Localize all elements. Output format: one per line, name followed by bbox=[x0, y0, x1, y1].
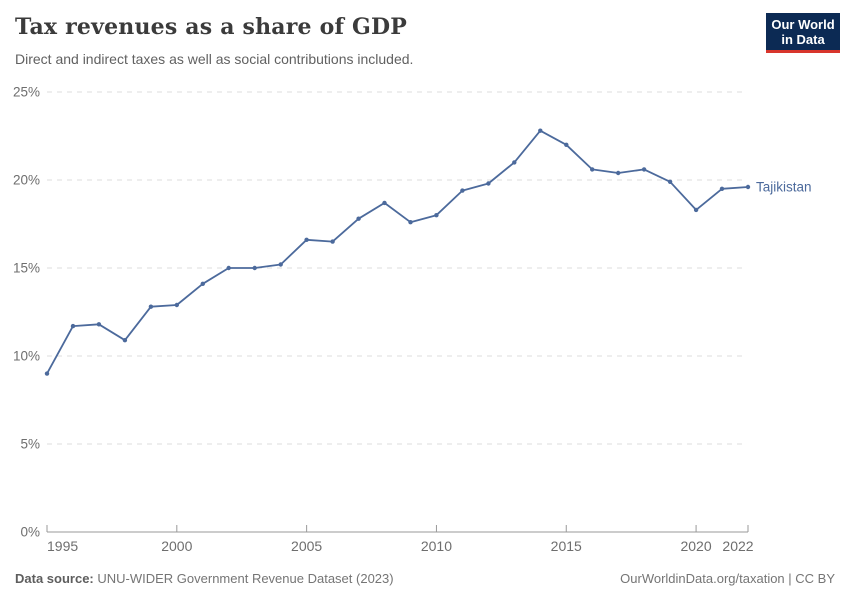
data-point[interactable] bbox=[70, 323, 76, 329]
data-point[interactable] bbox=[44, 371, 50, 376]
data-point[interactable] bbox=[174, 302, 179, 308]
x-axis-label: 2015 bbox=[551, 538, 582, 554]
data-source-label: Data source: bbox=[15, 571, 94, 586]
data-point[interactable] bbox=[564, 142, 569, 147]
data-point[interactable] bbox=[226, 265, 231, 271]
chart-footer: Data source: UNU-WIDER Government Revenu… bbox=[15, 571, 835, 586]
x-axis-label: 2005 bbox=[291, 538, 322, 554]
y-axis-label: 25% bbox=[13, 85, 40, 100]
data-point[interactable] bbox=[200, 281, 205, 286]
owid-logo[interactable]: Our World in Data bbox=[766, 13, 840, 53]
entity-label: Tajikistan bbox=[756, 180, 812, 195]
data-point[interactable] bbox=[616, 170, 621, 176]
x-axis-label: 2022 bbox=[722, 538, 753, 554]
data-point[interactable] bbox=[719, 186, 725, 191]
x-axis-label: 2000 bbox=[161, 538, 192, 554]
data-point[interactable] bbox=[745, 184, 751, 190]
chart-subtitle: Direct and indirect taxes as well as soc… bbox=[15, 51, 414, 67]
data-point[interactable] bbox=[278, 262, 283, 267]
y-axis-label: 10% bbox=[13, 349, 40, 364]
data-point[interactable] bbox=[122, 338, 128, 343]
data-point[interactable] bbox=[590, 167, 595, 172]
page-title: Tax revenues as a share of GDP bbox=[15, 14, 407, 40]
data-point[interactable] bbox=[304, 237, 309, 242]
data-point[interactable] bbox=[408, 220, 413, 225]
data-point[interactable] bbox=[356, 216, 361, 221]
data-point[interactable] bbox=[460, 188, 465, 193]
data-point[interactable] bbox=[148, 304, 154, 309]
y-axis-label: 15% bbox=[13, 261, 40, 276]
y-axis-label: 0% bbox=[20, 525, 40, 540]
y-axis-label: 20% bbox=[13, 173, 40, 188]
footer-link[interactable]: OurWorldinData.org/taxation | CC BY bbox=[620, 571, 835, 586]
data-line[interactable] bbox=[46, 129, 749, 375]
x-axis-label: 2010 bbox=[421, 538, 452, 554]
owid-logo-line1: Our World bbox=[771, 17, 835, 32]
data-point[interactable] bbox=[434, 213, 439, 218]
data-source-text: UNU-WIDER Government Revenue Dataset (20… bbox=[93, 571, 394, 586]
data-point[interactable] bbox=[330, 239, 335, 244]
data-point[interactable] bbox=[641, 167, 647, 172]
data-point[interactable] bbox=[667, 179, 673, 184]
data-source: Data source: UNU-WIDER Government Revenu… bbox=[15, 571, 394, 586]
owid-logo-line2: in Data bbox=[781, 32, 825, 47]
x-axis-label: 1995 bbox=[47, 538, 78, 554]
data-point[interactable] bbox=[693, 207, 699, 213]
data-point[interactable] bbox=[486, 181, 491, 186]
data-point[interactable] bbox=[538, 128, 543, 133]
y-axis-label: 5% bbox=[20, 437, 40, 452]
data-point[interactable] bbox=[96, 322, 102, 327]
data-point[interactable] bbox=[252, 265, 257, 271]
x-axis-label: 2020 bbox=[680, 538, 711, 554]
data-point[interactable] bbox=[512, 160, 517, 165]
data-point[interactable] bbox=[382, 200, 387, 206]
